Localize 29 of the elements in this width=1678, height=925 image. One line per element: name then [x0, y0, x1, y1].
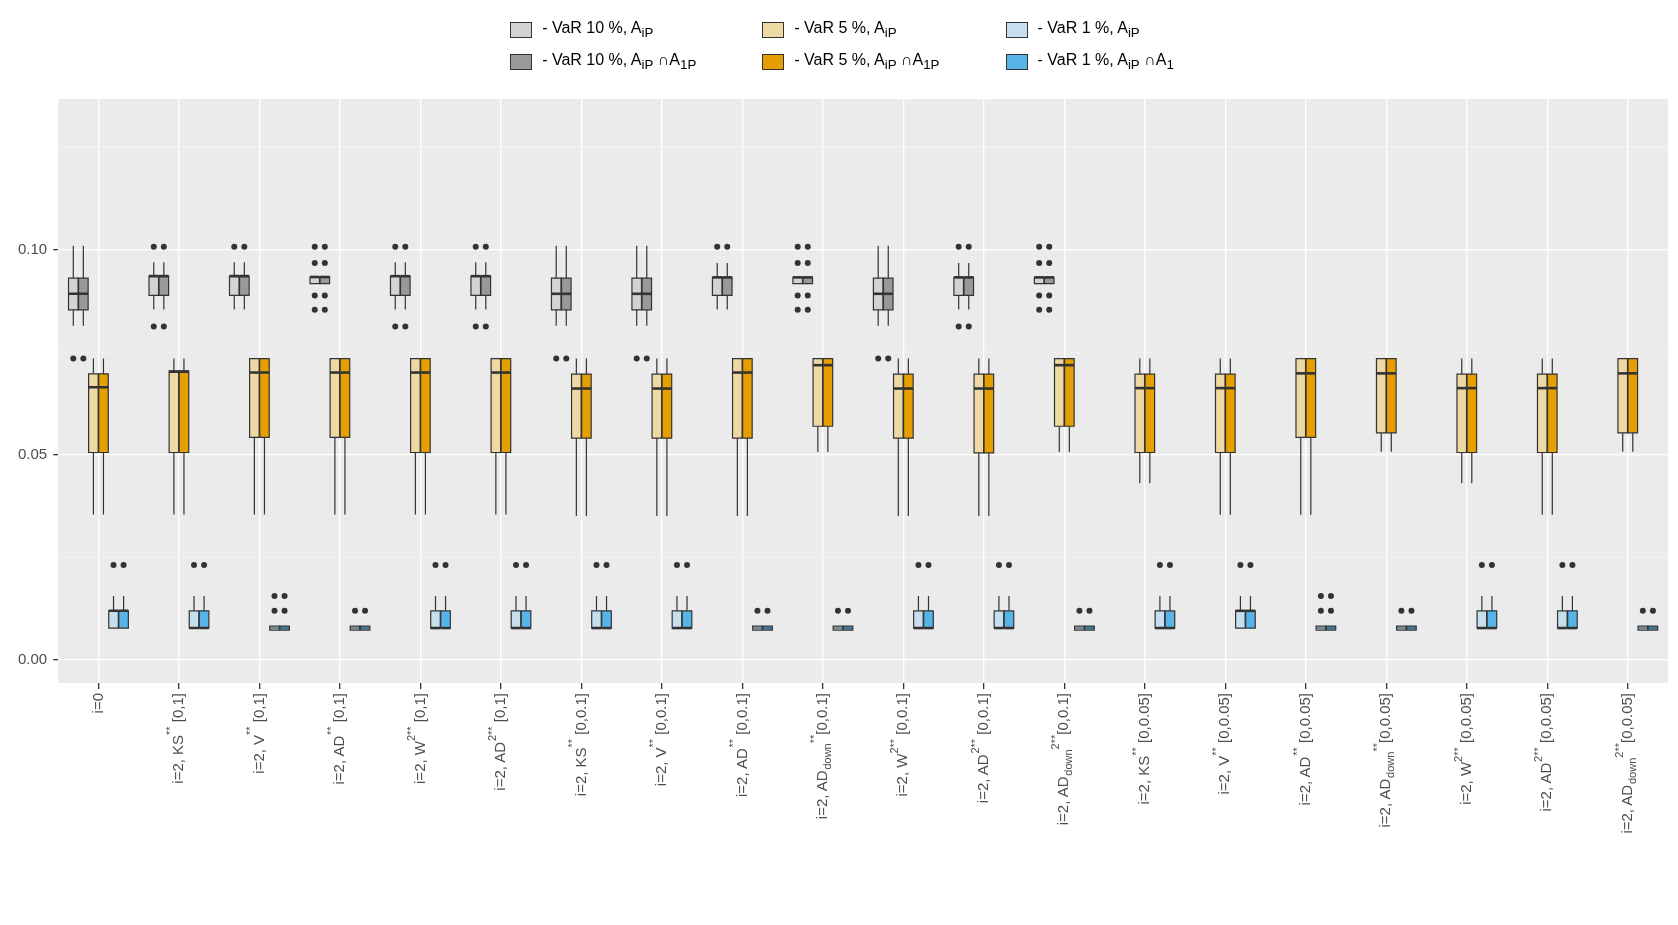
x-tick-label: i=2, AD** [0,0.05] [1290, 692, 1313, 806]
y-tick-label: 0.05 [17, 444, 48, 462]
y-tick-label: 0.10 [17, 239, 48, 257]
legend-label: - VaR 5 %, A$_{iP}$ ∩A$_{1P}$ [794, 51, 940, 73]
legend-label: - VaR 10 %, A$_{iP}$ ∩A$_{1P}$ [542, 51, 697, 73]
x-tick-label: i=2, AD2** [0,0.1] [968, 692, 991, 804]
x-tick-label: i=2, V** [0,0.05] [1210, 692, 1233, 795]
x-tick-label: i=2, AD2** [0,1] [485, 693, 509, 791]
legend-label: - VaR 1 %, A$_{iP}$ ∩A$_{1}$ [1037, 51, 1174, 73]
x-tick-label: i=2, W2** [0,0.05] [1451, 692, 1474, 805]
x-tick-label: i=2, ADdown**[0,0.05] [1371, 692, 1397, 828]
x-tick-label: i=0 [88, 693, 106, 714]
x-tick-label: i=2, V** [0,0.1] [646, 692, 670, 787]
x-tick-label: i=2, ADdown**[0,0.1] [807, 692, 833, 820]
x-tick-label: i=2, W2** [0,0.1] [888, 692, 911, 797]
x-tick-label: i=2, AD** [0,1] [324, 693, 348, 785]
x-tick-label: i=2, KS** [0,1] [163, 693, 187, 784]
x-tick-label: i=2, W2** [0,1] [405, 693, 428, 784]
x-tick-label: i=2, KS** [0,0.1] [566, 692, 589, 797]
legend-label: - VaR 1 %, A$_{iP}$ [1037, 19, 1140, 41]
x-tick-label: i=2, AD** [0,0.1] [727, 692, 750, 798]
y-tick-label: 0.00 [17, 649, 48, 667]
x-tick-label: i=2, ADdown2**[0,0.05] [1612, 692, 1638, 834]
legend-label: - VaR 10 %, A$_{iP}$ [542, 19, 654, 41]
x-tick-label: i=2, AD2** [0,0.05] [1532, 692, 1555, 812]
x-tick-label: i=2, KS** [0,0.05] [1129, 692, 1152, 805]
x-tick-label: i=2, ADdown2**[0,0.1] [1049, 692, 1075, 826]
legend-label: - VaR 5 %, A$_{iP}$ [794, 19, 897, 41]
x-tick-label: i=2, V** [0,1] [244, 693, 267, 774]
